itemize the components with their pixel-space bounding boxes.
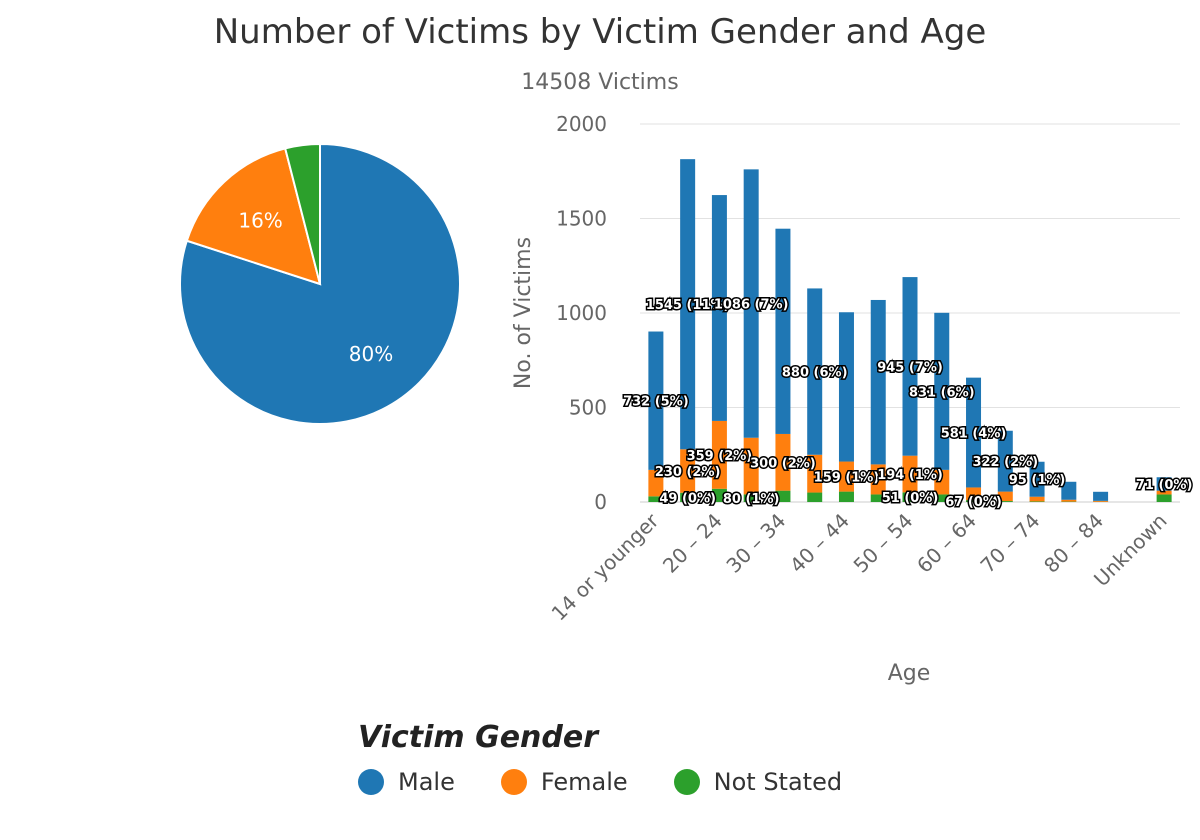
legend-label-not-stated: Not Stated: [713, 768, 843, 796]
bar-female-65-69: [997, 491, 1013, 502]
data-label-male-14-or-younger: 732 (5%): [623, 395, 689, 410]
pie-slice-not-stated: [283, 142, 321, 285]
pie-label-female: 16%: [238, 209, 282, 233]
bar-not-stated-60-64: [966, 500, 982, 502]
data-label-not-stated-60-64: 67 (0%): [945, 495, 1002, 510]
legend-item-male[interactable]: Male: [358, 768, 455, 796]
y-axis-title: No. of Victims: [511, 237, 536, 389]
x-axis-title: Age: [888, 661, 931, 686]
bar-female-unknown: [1156, 490, 1172, 495]
y-tick-label: 1500: [556, 207, 607, 231]
y-tick-label: 1000: [556, 301, 607, 325]
bar-not-stated-20-24: [711, 488, 727, 502]
bar-not-stated-65-69: [997, 501, 1013, 502]
bar-male-80-84: [1093, 491, 1109, 501]
bar-not-stated-45-49: [870, 494, 886, 502]
bar-male-35-39: [807, 288, 823, 455]
bar-not-stated-50-54: [902, 492, 918, 502]
legend-label-female: Female: [540, 768, 628, 796]
bar-female-55-59: [934, 469, 950, 495]
bar-not-stated-55-59: [934, 494, 950, 502]
bar-female-25-29: [743, 437, 759, 495]
bar-female-15-19: [680, 449, 696, 493]
bar-not-stated-40-44: [838, 491, 854, 502]
data-label-not-stated-25-29: 80 (1%): [723, 492, 780, 507]
data-label-male-70-74: 95 (1%): [1009, 473, 1066, 488]
bar-female-80-84: [1093, 500, 1109, 502]
bar-female-20-24: [711, 420, 727, 489]
bar-not-stated-70-74: [1029, 501, 1045, 502]
data-label-male-35-39: 880 (6%): [782, 366, 848, 381]
bar-female-40-44: [838, 461, 854, 492]
bar-not-stated-30-34: [775, 490, 791, 502]
bar-male-14-or-younger: [648, 331, 664, 470]
data-label-male-25-29: 1086 (7%): [714, 298, 789, 313]
bar-female-35-39: [807, 454, 823, 493]
x-tick-label: 60 – 64: [912, 509, 981, 578]
bar-not-stated-15-19: [680, 492, 696, 502]
legend-marker-female: [500, 769, 527, 795]
legend-item-not-stated[interactable]: Not Stated: [673, 768, 843, 796]
x-tick-label: 30 – 34: [721, 509, 790, 578]
pie-label-male: 80%: [349, 342, 393, 366]
data-label-female-40-44: 159 (1%): [814, 471, 880, 486]
data-label-male-50-54: 945 (7%): [877, 360, 943, 375]
bar-male-75-79: [1061, 481, 1077, 500]
bar-female-60-64: [966, 487, 982, 501]
data-label-male-65-69: 322 (2%): [972, 455, 1038, 470]
bar-male-20-24: [711, 195, 727, 421]
bar-not-stated-35-39: [807, 492, 823, 502]
bar-male-65-69: [997, 430, 1013, 492]
data-label-not-stated-15-19: 49 (0%): [659, 491, 716, 506]
x-tick-label: 20 – 24: [658, 509, 727, 578]
bar-male-50-54: [902, 277, 918, 456]
data-label-male-unknown: 71 (0%): [1136, 478, 1193, 493]
legend-label-male: Male: [398, 768, 455, 796]
chart-subtitle: 14508 Victims: [521, 70, 679, 95]
y-tick-label: 2000: [556, 112, 607, 136]
data-label-female-30-34: 300 (2%): [750, 456, 816, 471]
bar-male-60-64: [966, 377, 982, 488]
bar-female-14-or-younger: [648, 469, 664, 497]
bar-male-40-44: [838, 312, 854, 462]
bar-male-45-49: [870, 299, 886, 465]
data-label-male-55-59: 831 (6%): [909, 385, 975, 400]
bar-male-unknown: [1156, 477, 1172, 491]
bar-male-55-59: [934, 312, 950, 470]
x-tick-label: 14 or younger: [547, 508, 664, 625]
legend-item-female[interactable]: Female: [500, 768, 628, 796]
legend-marker-male: [358, 769, 384, 795]
bar-female-50-54: [902, 455, 918, 493]
data-label-female-50-54: 194 (1%): [877, 468, 943, 483]
chart-title: Number of Victims by Victim Gender and A…: [213, 12, 987, 52]
data-label-female-20-24: 359 (2%): [687, 449, 753, 464]
data-label-male-15-19: 1545 (11%): [646, 298, 730, 313]
bar-not-stated-14-or-younger: [648, 496, 664, 502]
data-label-male-60-64: 581 (4%): [941, 427, 1007, 442]
x-tick-label: 50 – 54: [849, 509, 918, 578]
data-label-female-15-19: 230 (2%): [655, 465, 721, 480]
bar-male-25-29: [743, 169, 759, 438]
bar-not-stated-25-29: [743, 494, 759, 502]
y-tick-label: 0: [594, 490, 607, 514]
data-label-not-stated-50-54: 51 (0%): [882, 491, 939, 506]
bar-female-70-74: [1029, 496, 1045, 502]
legend-items: Male Female Not Stated: [358, 768, 842, 796]
pie-slice-female: [185, 147, 322, 286]
bar-not-stated-unknown: [1156, 494, 1172, 502]
bar-male-70-74: [1029, 461, 1045, 497]
x-tick-label: 70 – 74: [976, 509, 1045, 578]
x-tick-label: 40 – 44: [785, 509, 854, 578]
bar-male-30-34: [775, 228, 791, 434]
y-tick-label: 500: [569, 396, 607, 420]
legend-marker-not-stated: [673, 769, 700, 795]
legend-title: Victim Gender: [358, 720, 599, 755]
bar-female-30-34: [775, 433, 791, 491]
bar-female-45-49: [870, 464, 886, 495]
bar-female-75-79: [1061, 499, 1077, 502]
bar-male-15-19: [680, 159, 696, 450]
